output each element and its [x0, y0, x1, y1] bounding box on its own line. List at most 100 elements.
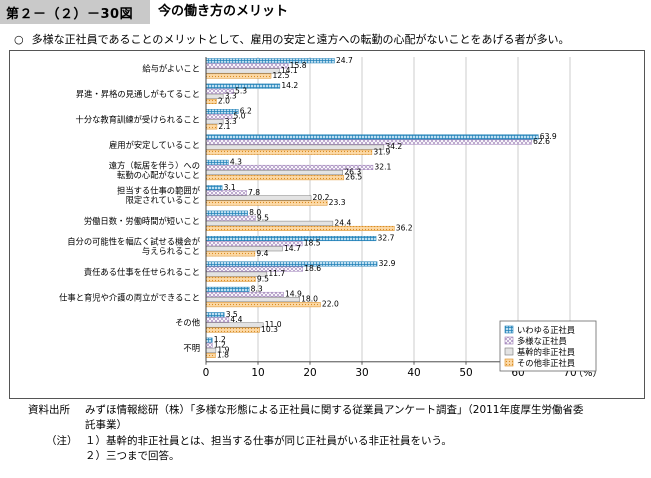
bar-value-label: 1.2 — [214, 335, 226, 344]
summary-marker: ○ — [14, 33, 24, 46]
bar-value-label: 26.5 — [345, 173, 362, 182]
bar — [205, 236, 377, 242]
bar-value-label: 11.7 — [268, 269, 285, 278]
category-label: 昇進・昇格の見通しがもてること — [76, 89, 200, 99]
category-label: 仕事と育児や介護の両立ができること — [59, 292, 200, 302]
bar — [205, 175, 345, 181]
bar-value-label: 4.4 — [230, 315, 242, 324]
bar-value-label: 14.2 — [281, 81, 298, 90]
bar-value-label: 9.5 — [257, 274, 269, 283]
note-1: １）基幹的非正社員とは、担当する仕事が同じ正社員がいる非正社員をいう。 — [85, 435, 452, 447]
bar-value-label: 18.6 — [304, 264, 321, 273]
legend-label: 多様な正社員 — [517, 336, 567, 346]
x-tick-label: 50 — [459, 367, 472, 379]
legend-label: 基幹的非正社員 — [517, 347, 575, 357]
bar — [205, 246, 283, 252]
bar — [205, 63, 289, 69]
bar-value-label: 1.9 — [217, 345, 229, 354]
bar — [205, 312, 225, 318]
category-label: その他 — [175, 318, 200, 328]
bar-value-label: 14.9 — [285, 290, 302, 299]
bar — [205, 342, 213, 348]
bar-value-label: 8.3 — [251, 284, 263, 293]
summary-text: 多様な正社員であることのメリットとして、雇用の安定と遠方への転勤の心配がないこと… — [31, 33, 570, 46]
bar-value-label: 32.9 — [379, 259, 396, 268]
bar — [205, 261, 378, 267]
bar — [205, 266, 303, 272]
bar-value-label: 12.5 — [273, 71, 290, 80]
bar-value-label: 26.3 — [344, 168, 361, 177]
category-label: 雇用が安定していること — [109, 140, 200, 150]
bar — [205, 149, 373, 155]
x-tick-label: 30 — [355, 367, 368, 379]
bar-value-label: 20.2 — [313, 193, 330, 202]
bar-value-label: 3.5 — [226, 310, 238, 319]
x-tick-label: 40 — [407, 367, 420, 379]
bar — [205, 98, 217, 104]
figure-label: 第２－（２）－30図 — [6, 7, 134, 22]
bar — [205, 291, 284, 297]
legend-swatch — [504, 325, 514, 334]
bar — [205, 225, 395, 231]
bar — [205, 185, 223, 191]
legend-label: いわゆる正社員 — [517, 325, 575, 335]
bar-value-label: 1.2 — [214, 340, 226, 349]
bar — [205, 327, 260, 333]
category-label: 十分な教育訓練が受けられること — [76, 115, 200, 125]
bar-value-label: 10.3 — [261, 325, 278, 334]
note-2: ２）三つまで回答。 — [85, 450, 180, 462]
bar-value-label: 34.2 — [385, 142, 402, 151]
bar — [205, 220, 334, 226]
bar — [205, 73, 272, 79]
bar-value-label: 6.2 — [240, 107, 252, 116]
bar — [205, 139, 532, 145]
bar-value-label: 23.3 — [329, 198, 346, 207]
bar-value-label: 31.9 — [373, 147, 390, 156]
x-tick-label: 0 — [203, 367, 210, 379]
bar-value-label: 32.7 — [378, 234, 395, 243]
legend-box — [499, 320, 597, 372]
bar — [205, 352, 216, 358]
bar — [205, 215, 256, 221]
bar — [205, 159, 229, 165]
bar-value-label: 8.0 — [249, 208, 261, 217]
category-label: 限定されていること — [126, 195, 200, 205]
bar-value-label: 9.5 — [257, 213, 269, 222]
category-label: 自分の可能性を幅広く試せる機会が — [67, 237, 200, 247]
x-tick-label: 20 — [303, 367, 316, 379]
legend-swatch — [504, 336, 514, 345]
bar-value-label: 62.6 — [533, 137, 550, 146]
bar-value-label: 18.0 — [301, 295, 318, 304]
bar-value-label: 2.1 — [218, 122, 230, 131]
bar — [205, 58, 335, 64]
bar — [205, 170, 344, 176]
source-line-2: 託事業） — [85, 419, 127, 431]
category-label: 不明 — [183, 343, 200, 353]
bar-value-label: 5.0 — [234, 112, 246, 121]
bar — [205, 251, 256, 257]
bar-value-label: 14.1 — [281, 66, 298, 75]
figure-title: 今の働き方のメリット — [150, 0, 651, 24]
bar-value-label: 3.3 — [225, 91, 237, 100]
bar-value-label: 7.8 — [248, 188, 260, 197]
bar — [205, 124, 218, 130]
bar-value-label: 32.1 — [374, 163, 391, 172]
bar-chart: 24.715.814.112.514.25.33.32.06.25.03.32.… — [59, 56, 602, 379]
bar-value-label: 36.2 — [396, 224, 413, 233]
x-tick-label: 10 — [251, 367, 264, 379]
bar — [205, 134, 539, 140]
category-label: 与えられること — [142, 246, 200, 256]
bar-value-label: 9.4 — [256, 249, 268, 258]
legend-swatch — [504, 347, 514, 356]
source-line-1: みずほ情報総研（株）「多様な形態による正社員に関する従業員アンケート調査」（20… — [85, 404, 584, 416]
category-label: 労働日数・労働時間が短いこと — [84, 216, 200, 226]
bar-value-label: 11.0 — [265, 320, 282, 329]
bar-value-label: 1.8 — [217, 351, 229, 360]
bar-value-label: 18.5 — [304, 239, 321, 248]
bar-value-label: 14.7 — [284, 244, 301, 253]
category-label: 担当する仕事の範囲が — [117, 186, 201, 196]
bar-value-label: 3.1 — [224, 183, 236, 192]
bar-value-label: 3.3 — [225, 117, 237, 126]
bar — [205, 144, 385, 150]
category-label: 責任ある仕事を任せられること — [84, 267, 200, 277]
